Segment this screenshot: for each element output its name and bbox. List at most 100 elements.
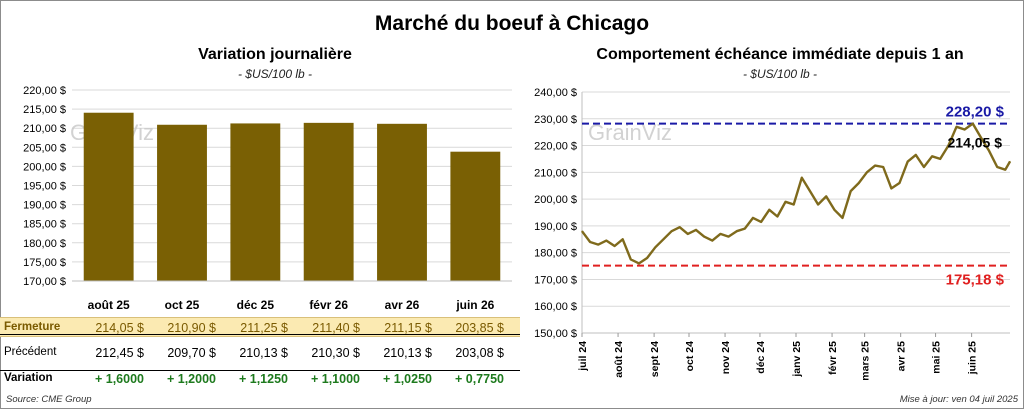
table-cell: 212,45 $ <box>95 346 144 360</box>
close-row-label: Fermeture <box>4 321 61 333</box>
data-point <box>768 209 770 211</box>
table-cell: + 1,1000 <box>310 372 360 386</box>
data-point <box>915 154 917 156</box>
y-tick-label: 240,00 $ <box>534 87 577 99</box>
data-point <box>630 258 632 260</box>
x-tick-label: oct 24 <box>684 341 696 372</box>
data-point <box>646 257 648 259</box>
x-tick-label: mai 25 <box>931 341 943 374</box>
bar <box>157 124 207 282</box>
source-note: Source: CME Group <box>6 394 92 405</box>
line-chart-unit: - $US/100 lb - <box>742 67 818 81</box>
table-cell: 203,08 $ <box>455 346 504 360</box>
data-point <box>760 221 762 223</box>
data-point <box>955 126 958 128</box>
y-tick-label: 180,00 $ <box>23 238 66 250</box>
y-tick-label: 230,00 $ <box>534 114 577 126</box>
last-price-label: 214,05 $ <box>948 134 1003 150</box>
y-tick-label: 180,00 $ <box>534 248 577 260</box>
data-point <box>988 150 990 152</box>
y-tick-label: 190,00 $ <box>23 200 66 212</box>
data-point <box>638 262 640 264</box>
data-point <box>939 158 941 160</box>
y-tick-label: 220,00 $ <box>534 141 577 153</box>
data-point <box>784 201 787 203</box>
data-point <box>736 230 738 232</box>
bar-chart-title: Variation journalière <box>198 46 352 63</box>
table-cell: + 1,2000 <box>166 372 216 386</box>
data-point <box>874 165 876 167</box>
data-point <box>850 190 852 192</box>
high-label: 228,20 $ <box>946 104 1005 121</box>
data-point <box>801 177 803 179</box>
y-tick-label: 210,00 $ <box>534 167 577 179</box>
y-tick-label: 195,00 $ <box>23 181 66 193</box>
data-point <box>776 215 778 218</box>
table-row-variation: Variation + 1,6000 + 1,2000 + 1,1250 + 1… <box>0 369 520 389</box>
data-point <box>719 233 722 235</box>
data-point <box>654 246 656 248</box>
variation-row-label: Variation <box>4 372 53 384</box>
x-tick-label: août 24 <box>613 341 625 378</box>
table-cell: 209,70 $ <box>167 346 216 360</box>
y-tick-label: 200,00 $ <box>23 161 66 173</box>
data-point <box>703 236 705 238</box>
table-row-close: Fermeture 214,05 $ 210,90 $ 211,25 $ 211… <box>0 317 520 337</box>
x-tick-label: juin 25 <box>967 341 979 375</box>
x-tick-label: août 25 <box>88 298 130 312</box>
data-point <box>964 128 966 131</box>
table-cell: 210,13 $ <box>383 346 432 360</box>
y-tick-label: 220,00 $ <box>23 85 66 97</box>
table-cell: 210,13 $ <box>239 346 288 360</box>
line-chart: 150,00 $ 160,00 $ 170,00 $ 180,00 $ 190,00 $… <box>534 87 1012 381</box>
y-tick-label: 215,00 $ <box>23 104 66 116</box>
y-tick-label: 170,00 $ <box>534 274 577 286</box>
x-tick-label: déc 24 <box>755 341 767 374</box>
table-cell: + 1,1250 <box>238 372 288 386</box>
table-divider <box>0 370 520 371</box>
y-tick-label: 190,00 $ <box>534 221 577 233</box>
data-point <box>793 203 795 206</box>
table-cell: 210,30 $ <box>311 346 360 360</box>
y-tick-label: 175,00 $ <box>23 257 66 269</box>
data-point <box>589 241 591 243</box>
data-point <box>744 227 746 230</box>
y-tick-label: 170,00 $ <box>23 276 66 288</box>
data-point <box>882 166 884 168</box>
x-tick-label: févr 26 <box>309 298 348 312</box>
table-divider <box>0 334 520 335</box>
x-tick-label: févr 25 <box>827 341 839 375</box>
data-point <box>858 182 860 184</box>
data-point <box>841 217 844 219</box>
data-point <box>996 166 998 168</box>
data-point <box>670 230 673 232</box>
bar <box>303 122 354 281</box>
data-point <box>907 161 909 163</box>
data-point <box>605 240 608 242</box>
table-cell: 210,90 $ <box>167 321 216 335</box>
data-point <box>931 155 933 157</box>
x-tick-label: juin 26 <box>455 298 494 312</box>
data-point <box>898 182 901 184</box>
table-cell: + 1,6000 <box>94 372 144 386</box>
data-point <box>711 240 713 242</box>
table-cell: 211,40 $ <box>312 321 360 335</box>
table-cell: + 1,0250 <box>382 372 432 386</box>
data-point <box>980 136 982 139</box>
data-point <box>890 187 892 189</box>
data-point <box>809 190 811 192</box>
y-tick-label: 150,00 $ <box>534 328 577 340</box>
table-row-previous: Précédent 212,45 $ 209,70 $ 210,13 $ 210… <box>0 343 520 363</box>
data-point <box>947 144 949 147</box>
y-tick-label: 200,00 $ <box>534 194 577 206</box>
bar <box>450 151 501 281</box>
data-point <box>752 217 754 219</box>
data-point <box>622 238 624 240</box>
table-cell: 214,05 $ <box>95 321 144 335</box>
data-point <box>866 171 868 173</box>
data-point <box>972 122 974 125</box>
data-point <box>695 229 697 231</box>
data-point <box>597 244 599 246</box>
update-note: Mise à jour: ven 04 juil 2025 <box>899 394 1018 405</box>
table-cell: 203,85 $ <box>455 321 504 335</box>
